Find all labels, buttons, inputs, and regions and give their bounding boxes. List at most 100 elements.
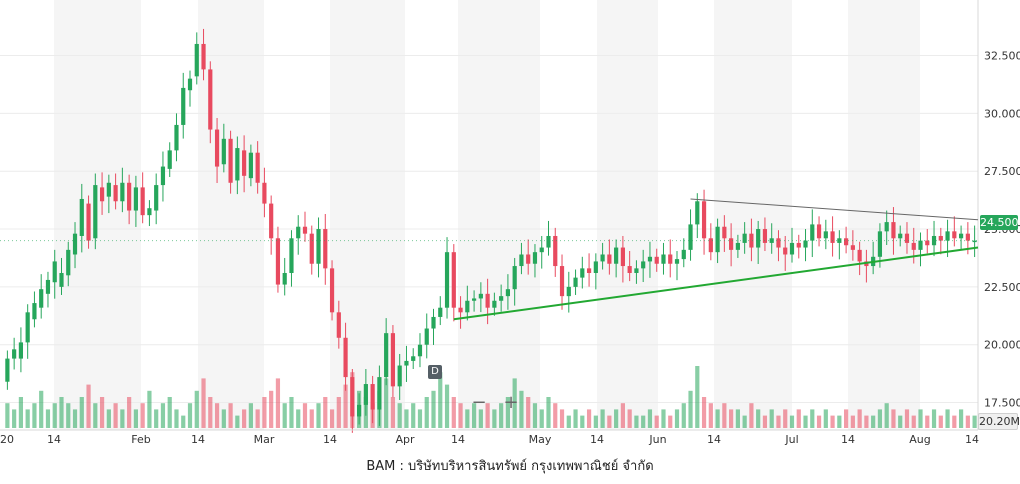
candle-body bbox=[769, 238, 774, 243]
time-tick-label: 14 bbox=[451, 433, 465, 446]
volume-bar bbox=[147, 390, 152, 428]
candle-body bbox=[735, 242, 740, 250]
volume-bar bbox=[586, 409, 592, 428]
candle-body bbox=[133, 187, 138, 211]
time-tick-label: May bbox=[529, 433, 552, 446]
volume-bar bbox=[512, 378, 517, 428]
volume-bar bbox=[32, 403, 37, 428]
candle-body bbox=[505, 289, 511, 297]
candle-body bbox=[160, 166, 166, 186]
volume-bar bbox=[965, 415, 970, 428]
volume-bar bbox=[810, 409, 815, 428]
volume-bar bbox=[18, 397, 24, 428]
candle-body bbox=[431, 316, 436, 329]
volume-bar bbox=[438, 372, 443, 428]
volume-bar bbox=[864, 415, 869, 428]
candle-body bbox=[647, 256, 653, 262]
candle-body bbox=[586, 268, 592, 273]
candle-body bbox=[688, 224, 693, 250]
volume-bar bbox=[614, 409, 619, 428]
volume-bar bbox=[113, 403, 118, 428]
volume-bar bbox=[526, 397, 531, 428]
volume-bar bbox=[816, 415, 822, 428]
candle-body bbox=[255, 152, 260, 183]
candle-body bbox=[844, 238, 849, 246]
volume-bar bbox=[499, 403, 504, 428]
volume-bar bbox=[127, 397, 132, 428]
volume-bar bbox=[918, 409, 923, 428]
volume-bar bbox=[735, 409, 740, 428]
candle-body bbox=[174, 124, 179, 151]
candle-body bbox=[634, 268, 639, 273]
volume-bar bbox=[242, 409, 247, 428]
volume-bar bbox=[952, 415, 957, 428]
volume-bar bbox=[634, 415, 639, 428]
candle-body bbox=[316, 229, 321, 264]
volume-bar bbox=[756, 409, 761, 428]
volume-bar bbox=[857, 409, 862, 428]
volume-bar bbox=[803, 415, 808, 428]
time-tick-label: 14 bbox=[590, 433, 604, 446]
volume-bar bbox=[79, 397, 84, 428]
candle-body bbox=[357, 404, 362, 417]
candle-body bbox=[12, 349, 17, 359]
volume-bar bbox=[695, 366, 700, 428]
volume-bar bbox=[789, 415, 795, 428]
volume-bar bbox=[485, 403, 490, 428]
volume-bar bbox=[776, 415, 781, 428]
candle-body bbox=[911, 242, 916, 250]
zoom-out-button[interactable]: − bbox=[471, 392, 487, 413]
candle-body bbox=[958, 233, 964, 239]
volume-bar bbox=[133, 409, 138, 428]
candle-body bbox=[756, 229, 761, 248]
candle-body bbox=[512, 266, 517, 290]
candle-body bbox=[925, 240, 930, 246]
zoom-in-button[interactable]: + bbox=[503, 392, 519, 413]
time-tick-label: Jun bbox=[648, 433, 666, 446]
candle-body bbox=[363, 384, 368, 405]
volume-bar bbox=[972, 415, 977, 428]
candle-body bbox=[566, 286, 571, 297]
volume-bar bbox=[904, 409, 910, 428]
time-tick-label: 14 bbox=[47, 433, 61, 446]
candle-body bbox=[444, 252, 450, 308]
candle-body bbox=[458, 307, 463, 313]
volume-bar bbox=[316, 403, 321, 428]
volume-bar bbox=[701, 397, 707, 428]
candle-body bbox=[377, 377, 382, 410]
volume-bar bbox=[938, 415, 943, 428]
candle-body bbox=[539, 247, 544, 253]
candle-body bbox=[52, 261, 57, 283]
volume-bar bbox=[404, 409, 409, 428]
time-tick-label: 14 bbox=[841, 433, 855, 446]
month-band bbox=[714, 0, 792, 430]
dividend-marker[interactable]: D bbox=[428, 365, 442, 379]
candle-body bbox=[113, 185, 118, 202]
candle-body bbox=[580, 268, 585, 278]
candle-body bbox=[370, 384, 375, 410]
volume-bar bbox=[911, 415, 916, 428]
volume-bar bbox=[519, 390, 524, 428]
candle-body bbox=[45, 279, 51, 294]
volume-bar bbox=[573, 409, 578, 428]
candle-body bbox=[25, 312, 30, 343]
month-band bbox=[198, 0, 264, 430]
candle-body bbox=[661, 254, 666, 264]
candle-body bbox=[654, 256, 659, 264]
volume-bar bbox=[424, 397, 429, 428]
volume-bar bbox=[458, 403, 463, 428]
candle-body bbox=[526, 254, 531, 264]
volume-bar bbox=[478, 409, 483, 428]
volume-bar bbox=[52, 403, 57, 428]
candle-body bbox=[478, 293, 483, 299]
volume-bar bbox=[39, 390, 44, 428]
volume-bar bbox=[174, 409, 179, 428]
volume-bar bbox=[471, 403, 477, 428]
month-band bbox=[597, 0, 658, 430]
candle-body bbox=[323, 229, 328, 269]
volume-bar bbox=[181, 415, 186, 428]
volume-bar bbox=[661, 409, 666, 428]
candle-body bbox=[614, 247, 619, 264]
candle-body bbox=[600, 254, 605, 262]
